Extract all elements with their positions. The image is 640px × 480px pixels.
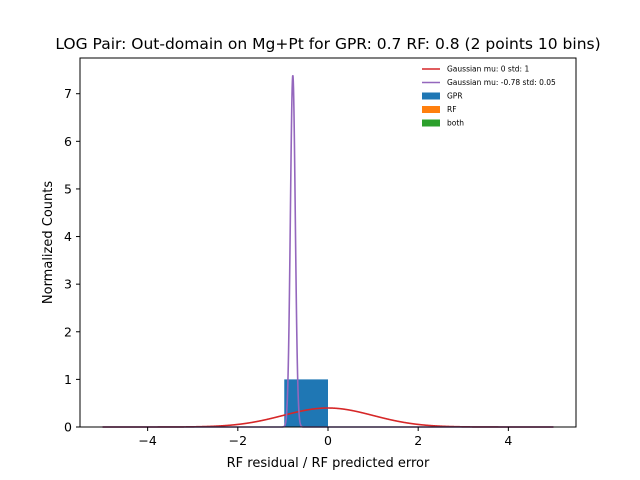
y-tick-label: 0 [64,420,72,435]
legend-label-gaussian-mu-0-std-1: Gaussian mu: 0 std: 1 [447,65,529,74]
x-axis: −4 −2 0 2 4 [138,427,512,448]
x-tick-label: 2 [414,433,422,448]
histogram-bar-gpr [284,379,328,427]
x-axis-label: RF residual / RF predicted error [227,456,430,471]
y-axis-label: Normalized Counts [41,181,56,304]
x-tick-label: 4 [504,433,512,448]
x-tick-label: 0 [324,433,332,448]
legend-swatch-gpr [422,92,440,100]
y-tick-label: 4 [64,229,72,244]
legend: Gaussian mu: 0 std: 1 Gaussian mu: -0.78 … [422,65,556,128]
legend-swatch-rf [422,106,440,113]
y-tick-label: 3 [64,277,72,292]
chart-title: LOG Pair: Out-domain on Mg+Pt for GPR: 0… [55,35,600,53]
legend-label-gpr: GPR [447,92,463,101]
x-tick-label: −2 [229,433,247,448]
legend-label-rf: RF [447,105,457,114]
legend-label-both: both [447,119,464,128]
y-tick-label: 6 [64,134,72,149]
x-tick-label: −4 [138,433,156,448]
legend-swatch-both [422,119,440,127]
y-tick-label: 7 [64,86,72,101]
y-tick-label: 1 [64,372,72,387]
y-axis: 0 1 2 3 4 5 6 7 [64,86,80,435]
y-tick-label: 5 [64,181,72,196]
y-tick-label: 2 [64,324,72,339]
legend-label-gaussian-mu-0-78-std-0-05: Gaussian mu: -0.78 std: 0.05 [447,78,556,87]
